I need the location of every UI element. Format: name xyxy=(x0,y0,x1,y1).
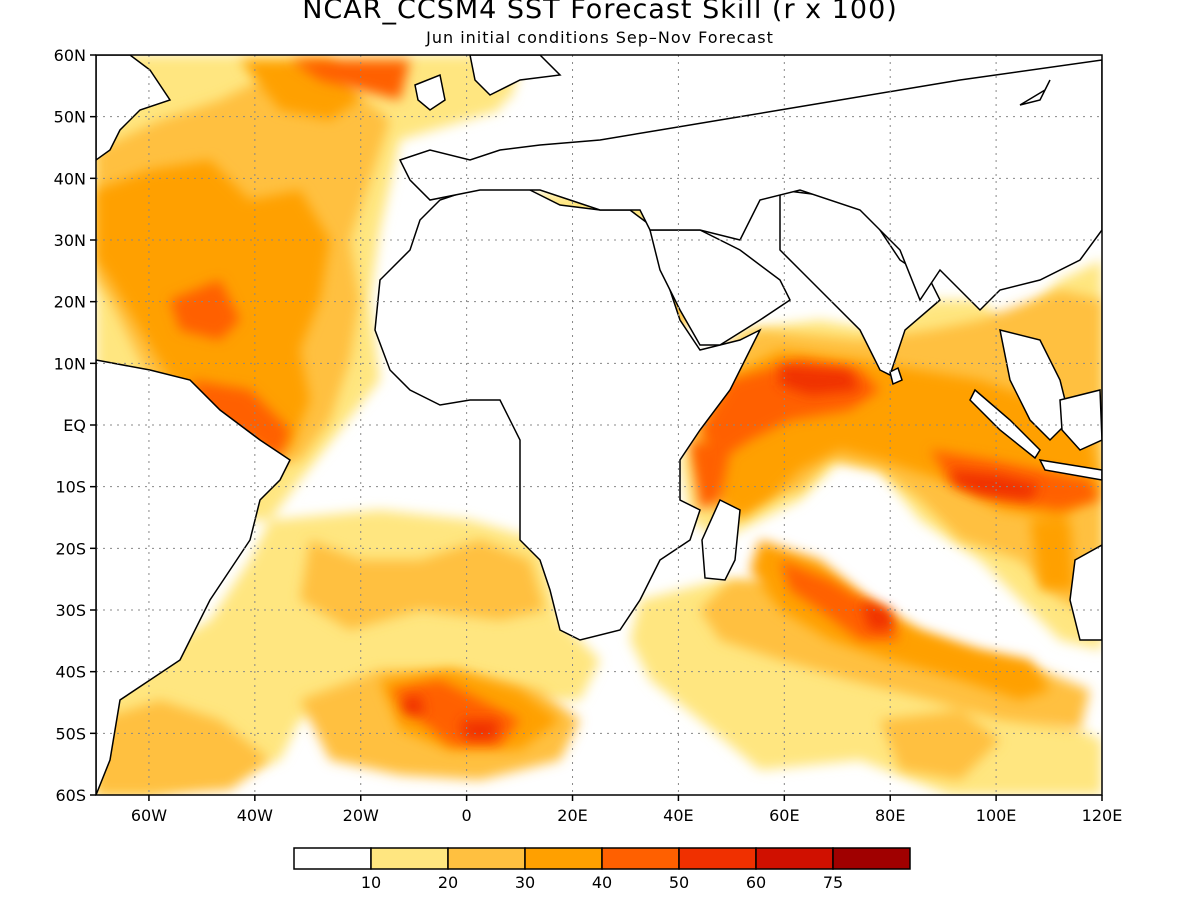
java xyxy=(1038,459,1102,481)
colorbar-swatch xyxy=(832,847,911,870)
lat-tick-label: 60N xyxy=(54,46,86,65)
colorbar-swatch xyxy=(755,847,834,870)
colorbar-swatch xyxy=(678,847,757,870)
lat-tick-label: 10S xyxy=(55,478,86,497)
madagascar xyxy=(701,498,741,581)
colorbar-label: 50 xyxy=(669,873,689,892)
lon-tick-label: 60E xyxy=(769,806,799,825)
land xyxy=(96,55,1102,795)
lat-tick-label: 50N xyxy=(54,108,86,127)
colorbar: 10 20 30 40 50 60 75 xyxy=(293,847,911,892)
colorbar-swatch xyxy=(370,847,449,870)
lon-tick-label: 80E xyxy=(875,806,905,825)
lon-tick-label: 20E xyxy=(557,806,587,825)
sri-lanka xyxy=(889,366,903,386)
lat-tick-label: EQ xyxy=(63,416,86,435)
lat-tick-label: 30N xyxy=(54,231,86,250)
lat-tick-label: 20S xyxy=(55,539,86,558)
europe-asia-landmass xyxy=(398,59,1102,312)
australia-landmass xyxy=(1069,544,1102,641)
lat-tick-label: 60S xyxy=(55,786,86,805)
lon-tick-label: 40W xyxy=(237,806,273,825)
lat-tick-label: 20N xyxy=(54,293,86,312)
lat-tick-label: 30S xyxy=(55,601,86,620)
colorbar-label: 10 xyxy=(361,873,381,892)
gridlines xyxy=(96,55,1102,795)
lon-tick-label: 100E xyxy=(976,806,1017,825)
south-america-landmass xyxy=(96,359,291,795)
lon-tick-label: 20W xyxy=(343,806,379,825)
colorbar-swatch xyxy=(601,847,680,870)
lon-tick-label: 0 xyxy=(462,806,472,825)
colorbar-swatch xyxy=(524,847,603,870)
british-isles xyxy=(414,73,446,111)
colorbar-swatch xyxy=(447,847,526,870)
lat-tick-label: 10N xyxy=(54,354,86,373)
southeast-asia-landmass xyxy=(999,328,1071,442)
lat-tick-label: 40S xyxy=(55,663,86,682)
north-america-landmass xyxy=(96,55,172,161)
map-title: NCAR_CCSM4 SST Forecast Skill (r x 100) xyxy=(302,0,898,25)
lon-tick-label: 60W xyxy=(131,806,167,825)
colorbar-swatch xyxy=(293,847,372,870)
colorbar-label: 60 xyxy=(746,873,766,892)
lat-tick-label: 40N xyxy=(54,169,86,188)
colorbar-label: 30 xyxy=(515,873,535,892)
arabia-landmass xyxy=(649,229,791,346)
skill-50-60 xyxy=(400,365,1040,740)
colorbar-label: 75 xyxy=(823,873,843,892)
axis-ticks: 60N 50N 40N 30N 20N 10N EQ 10S 20S 30S 40S 50S 60S 60… xyxy=(54,46,1123,825)
japan-coast xyxy=(1019,79,1051,106)
sumatra xyxy=(969,388,1041,460)
lat-tick-label: 50S xyxy=(55,724,86,743)
map-subtitle: Jun initial conditions Sep–Nov Forecast xyxy=(426,28,774,47)
lon-tick-label: 120E xyxy=(1082,806,1123,825)
scandinavia xyxy=(469,55,562,96)
colorbar-label: 40 xyxy=(592,873,612,892)
borneo xyxy=(1059,389,1102,451)
colorbar-label: 20 xyxy=(438,873,458,892)
lon-tick-label: 40E xyxy=(663,806,693,825)
